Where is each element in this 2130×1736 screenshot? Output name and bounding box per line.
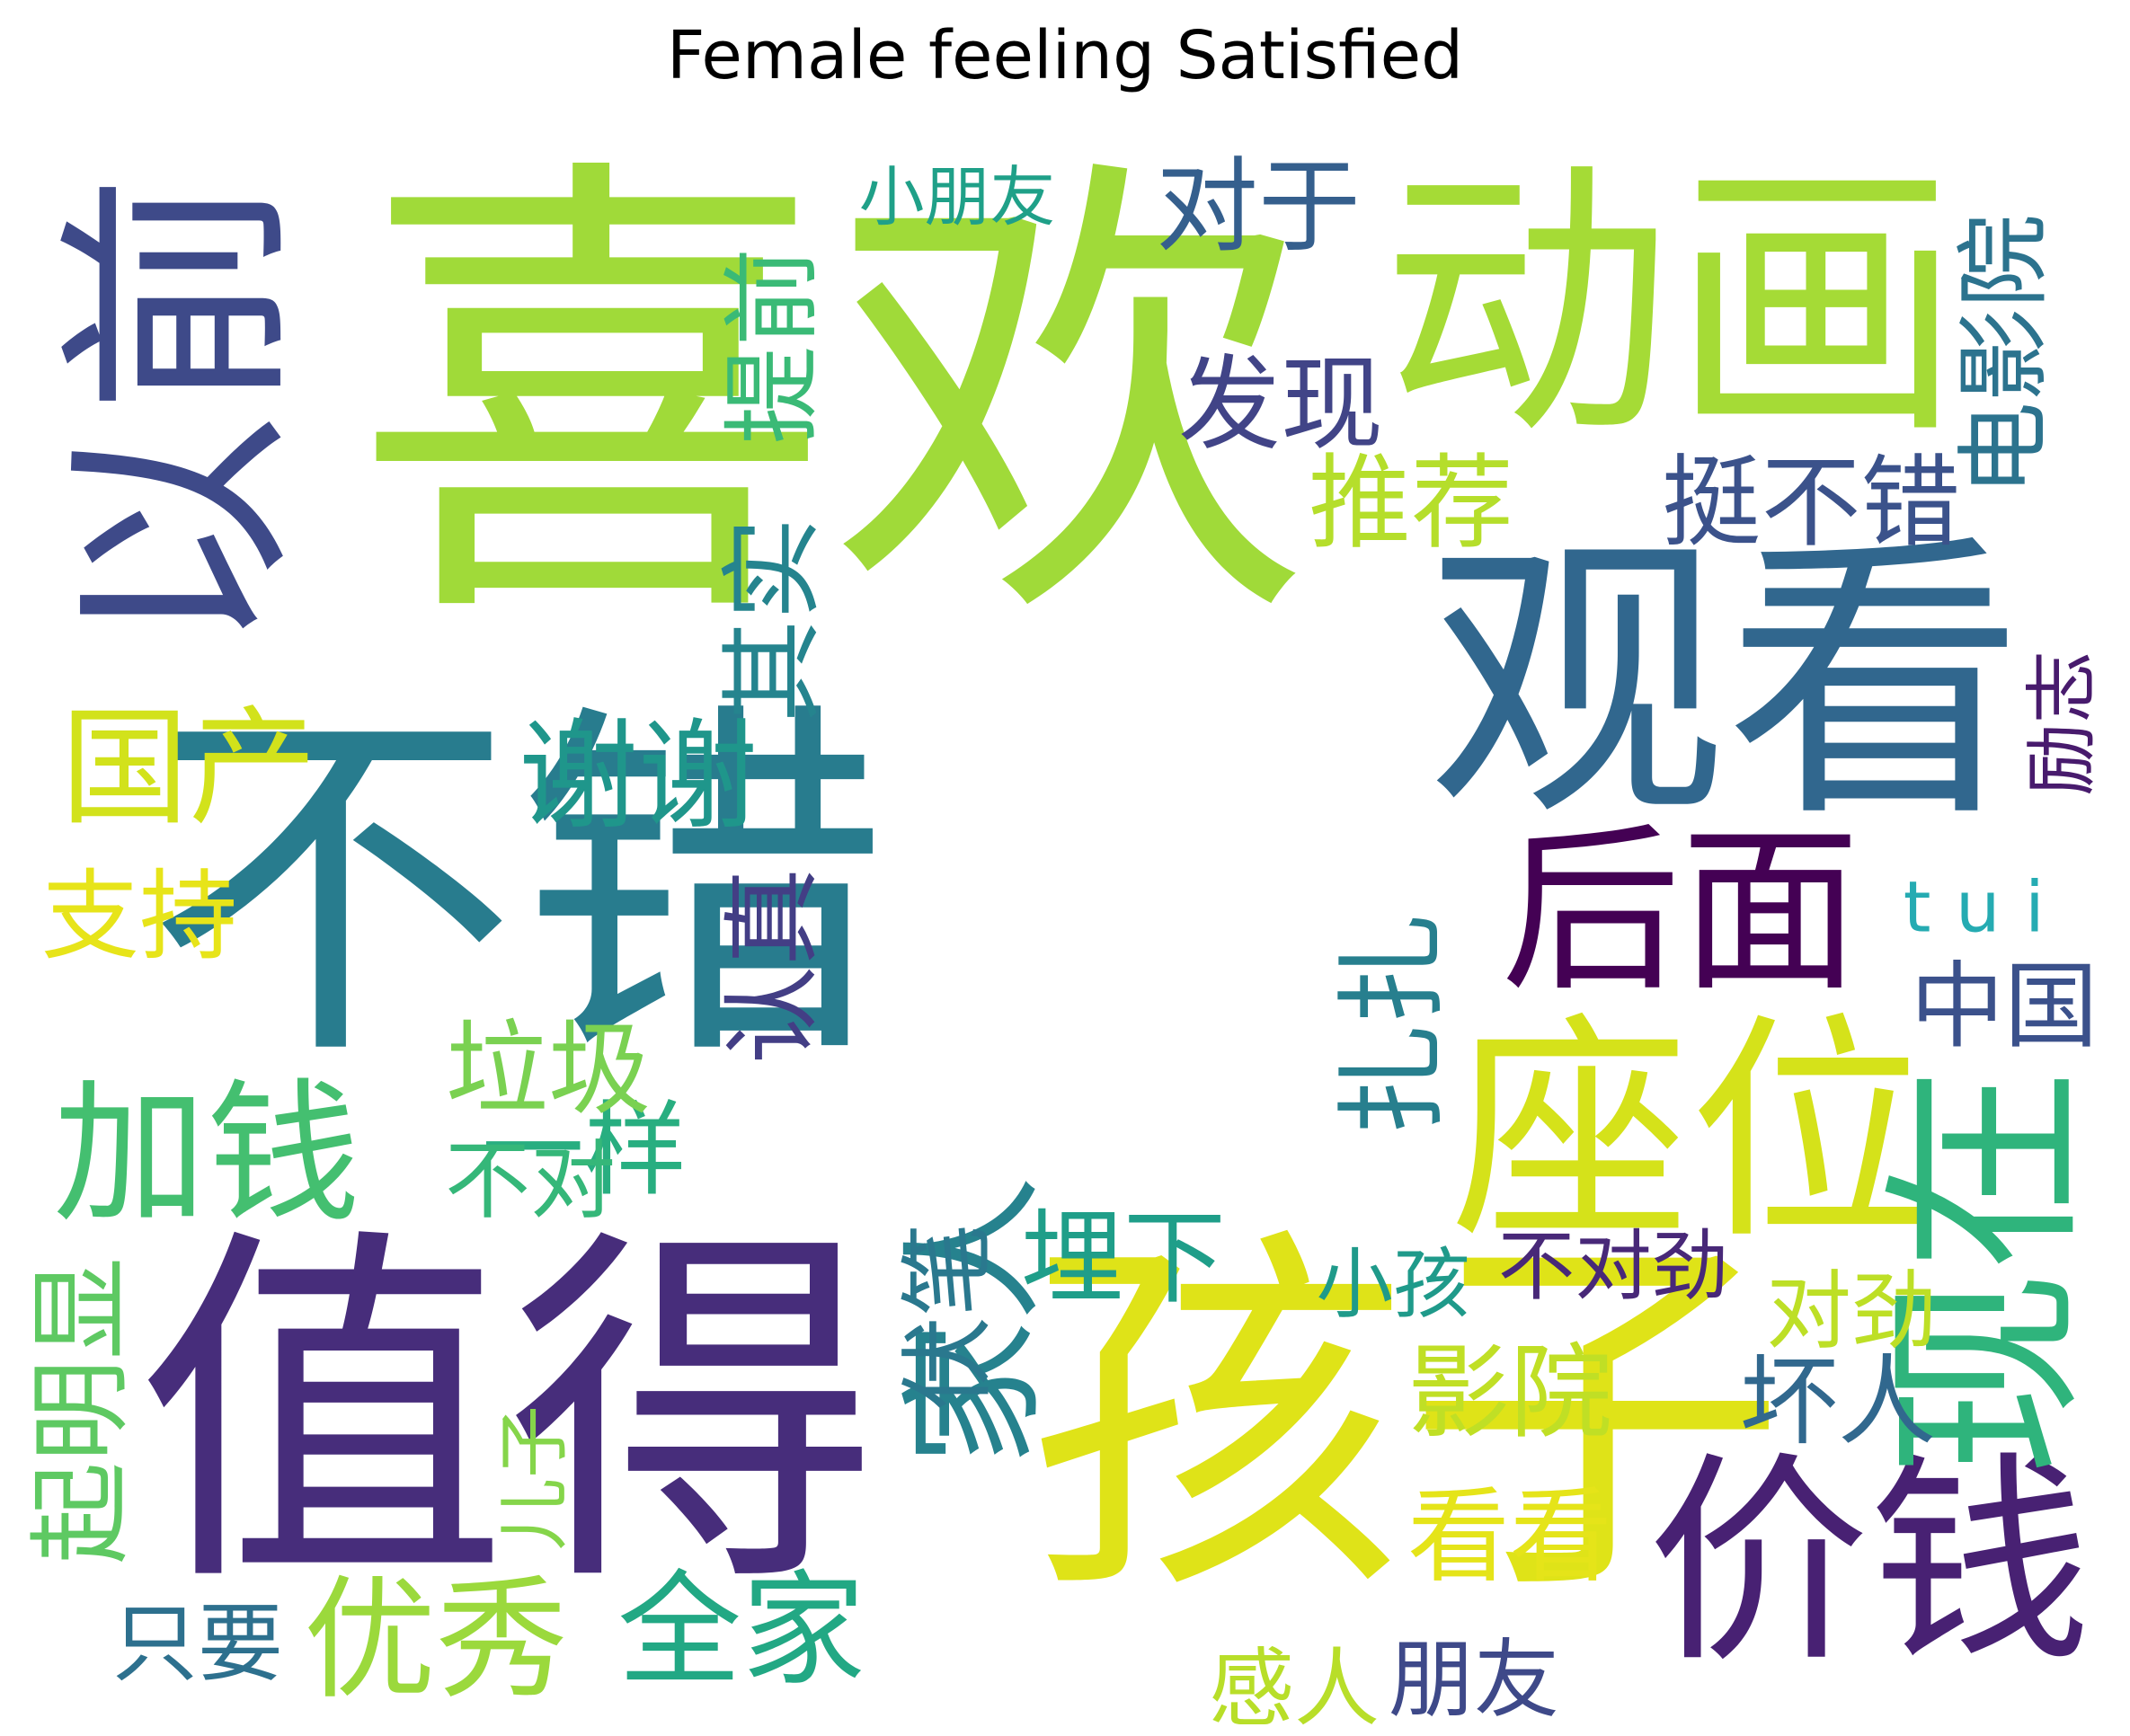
word-7: 座位 (1451, 993, 1929, 1271)
word-24: 挺不错 (1662, 446, 1960, 562)
word-6: 以前 (40, 174, 319, 652)
word-33: 埋下 (1021, 1199, 1226, 1318)
word-11: 后面 (1501, 808, 1859, 1016)
word-20: 其实 (714, 518, 833, 722)
word-10: 加钱 (53, 1066, 360, 1244)
word-2: 值得 (137, 1200, 880, 1632)
word-16: 国产 (61, 694, 317, 843)
word-13: 家人 (891, 1176, 1060, 1466)
word-46: 励志 (2020, 651, 2105, 796)
word-37: 坏人 (1740, 1345, 1937, 1459)
word-38: 小朋友 (859, 160, 1055, 236)
word-26: 发现 (1178, 345, 1383, 465)
word-19: 谢谢 (519, 708, 758, 846)
word-14: 起明显 (22, 1257, 141, 1564)
word-29: 中国 (1910, 952, 2098, 1061)
word-32: 认真 (716, 868, 830, 1065)
word-43: 朋友 (1389, 1631, 1559, 1730)
word-34: 伏笔 (893, 1222, 1003, 1410)
word-12: 一样 (482, 1091, 687, 1210)
word-18: 全家 (617, 1559, 865, 1703)
word-27: 对于 (1156, 147, 1361, 267)
word-1: 喜欢 (353, 122, 1309, 678)
word-40: 小孩 (1317, 1241, 1470, 1330)
word-42: 只要 (112, 1595, 283, 1694)
word-0: 不错 (146, 674, 889, 1106)
word-21: 提前 (716, 248, 830, 445)
word-44: 感人 (1209, 1640, 1380, 1736)
word-23: tui (1904, 867, 2069, 949)
word-3: 孩子 (1026, 1199, 1787, 1641)
word-36: 看看 (1407, 1477, 1612, 1597)
word-25: 推荐 (1309, 444, 1513, 563)
word-22: 电影院 (1949, 214, 2059, 496)
word-39: 不对劲 (1498, 1223, 1729, 1312)
word-8: 价钱 (1647, 1435, 2091, 1693)
word-45: 儿子 (493, 1405, 577, 1551)
word-15: 优秀 (304, 1563, 569, 1717)
word-4: 观看 (1427, 509, 2025, 857)
chart-title: Female feeling Satisfied (666, 17, 1464, 94)
word-35: 不对 (445, 1132, 616, 1231)
word-30: 支持 (41, 860, 238, 974)
word-5: 动画 (1381, 137, 1962, 474)
word-28: 垃圾 (446, 1010, 651, 1129)
word-9: 现在 (1867, 1067, 2106, 1476)
word-31: 影院 (1407, 1333, 1612, 1453)
word-41: 对劲 (1766, 1262, 1937, 1361)
word-17: 扎扎 (1328, 913, 1458, 1135)
